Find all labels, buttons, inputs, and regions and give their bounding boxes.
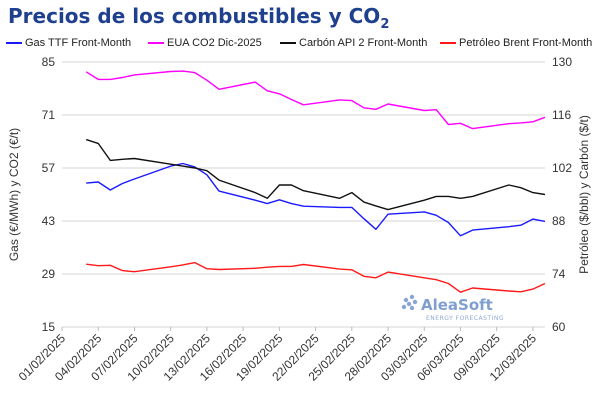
legend-label-gas: Gas TTF Front-Month — [25, 37, 132, 49]
legend-swatch-co2 — [148, 42, 164, 44]
legend-label-co2: EUA CO2 Dic-2025 — [167, 37, 262, 49]
chart-grid — [62, 61, 545, 328]
y-left-tick-label: 43 — [42, 214, 56, 228]
series-carbon-api2-line — [85, 138, 546, 211]
x-axis-ticks: 01/02/202504/02/202507/02/202510/02/2025… — [16, 327, 539, 384]
chart-legend: Gas TTF Front-Month EUA CO2 Dic-2025 Car… — [0, 37, 600, 51]
series-eua-co2-line — [85, 70, 546, 130]
y-right-tick-label: 60 — [552, 320, 566, 334]
y-right-tick-label: 116 — [552, 108, 571, 122]
legend-label-brent: Petróleo Brent Front-Month — [459, 37, 593, 49]
y-left-tick-label: 15 — [42, 320, 56, 334]
y-right-tick-label: 74 — [552, 267, 566, 281]
chart-title-subscript: 2 — [380, 17, 390, 32]
watermark-brand: AleaSoft — [421, 296, 493, 314]
legend-item-co2: EUA CO2 Dic-2025 — [148, 37, 262, 49]
y-axis-left-ticks: 15 29 43 57 71 85 — [42, 55, 56, 334]
y-right-tick-label: 130 — [552, 55, 572, 69]
legend-swatch-brent — [440, 42, 456, 44]
series-brent-line — [86, 261, 546, 293]
legend-swatch-coal — [280, 42, 296, 44]
chart-title: Precios de los combustibles y CO2 — [8, 4, 389, 32]
y-left-tick-label: 71 — [42, 108, 56, 122]
aleasoft-watermark: AleaSoft ENERGY FORECASTING — [401, 294, 504, 322]
chart-title-main: Precios de los combustibles y CO — [8, 4, 381, 28]
watermark-tagline: ENERGY FORECASTING — [426, 315, 504, 322]
series-gas-ttf-line — [86, 162, 546, 237]
y-left-tick-label: 29 — [42, 267, 56, 281]
y-right-tick-label: 88 — [552, 214, 566, 228]
y-right-tick-label: 102 — [552, 161, 572, 175]
legend-label-coal: Carbón API 2 Front-Month — [299, 37, 428, 49]
y-axis-right-title: Petróleo ($/bbl) y Carbón ($/t) — [577, 115, 591, 274]
legend-swatch-gas — [6, 42, 22, 44]
y-axis-right-ticks: 60 74 88 102 116 130 — [552, 55, 572, 334]
legend-item-gas: Gas TTF Front-Month — [6, 37, 131, 49]
aleasoft-logo-icon — [401, 294, 418, 311]
legend-item-brent: Petróleo Brent Front-Month — [440, 37, 592, 49]
y-left-tick-label: 57 — [42, 161, 56, 175]
chart-series — [85, 70, 546, 293]
y-left-tick-label: 85 — [42, 55, 56, 69]
legend-item-coal: Carbón API 2 Front-Month — [280, 37, 427, 49]
y-axis-left-title: Gas (€/MWh) y CO2 (€/t) — [7, 128, 21, 261]
